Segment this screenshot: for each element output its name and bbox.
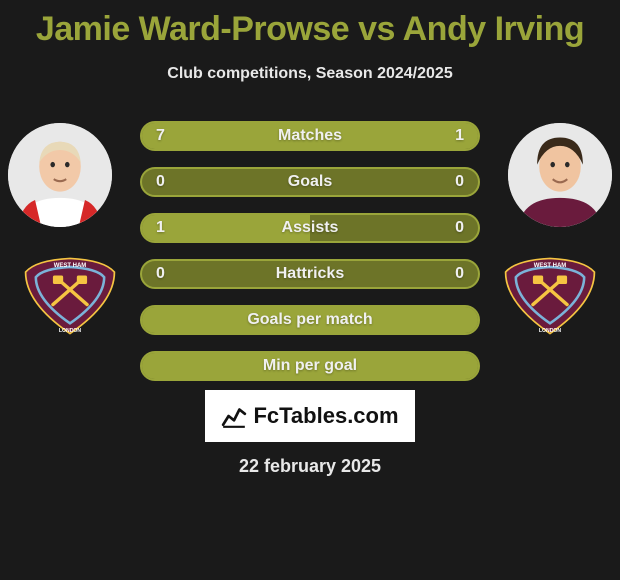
fctables-logo-icon [221, 403, 247, 429]
footer-date: 22 february 2025 [0, 456, 620, 477]
stat-value-right: 0 [455, 173, 464, 191]
stat-label: Hattricks [276, 265, 344, 283]
player-left-avatar [8, 123, 112, 227]
club-right-badge: WEST HAM LONDON [498, 255, 602, 342]
stat-value-left: 0 [156, 173, 165, 191]
stat-row: 0 0 Goals [140, 167, 480, 197]
stat-value-right: 0 [455, 265, 464, 283]
stat-label: Goals [288, 173, 332, 191]
stat-row: 1 0 Assists [140, 213, 480, 243]
stat-label: Min per goal [263, 357, 357, 375]
stat-label: Matches [278, 127, 342, 145]
stat-row: Min per goal [140, 351, 480, 381]
subtitle: Club competitions, Season 2024/2025 [0, 65, 620, 83]
stat-row: 7 1 Matches [140, 121, 480, 151]
svg-text:WEST HAM: WEST HAM [534, 263, 567, 269]
page-title: Jamie Ward-Prowse vs Andy Irving [0, 0, 620, 49]
fctables-brand: FcTables.com [205, 390, 415, 442]
stat-bars: 7 1 Matches 0 0 Goals 1 0 Assists 0 0 Hattricks Goal… [140, 121, 480, 397]
player-right-avatar [508, 123, 612, 227]
stat-label: Goals per match [247, 311, 372, 329]
stat-label: Assists [282, 219, 339, 237]
west-ham-badge-icon: WEST HAM LONDON [498, 255, 602, 337]
stat-row: 0 0 Hattricks [140, 259, 480, 289]
west-ham-badge-icon: WEST HAM LONDON [18, 255, 122, 337]
svg-text:WEST HAM: WEST HAM [54, 263, 87, 269]
stat-value-right: 0 [455, 219, 464, 237]
player-right-icon [508, 123, 612, 227]
stat-value-left: 1 [156, 219, 165, 237]
svg-text:LONDON: LONDON [59, 328, 81, 334]
club-left-badge: WEST HAM LONDON [18, 255, 122, 342]
bar-fill-right [428, 123, 478, 149]
svg-text:LONDON: LONDON [539, 328, 561, 334]
player-left-icon [8, 123, 112, 227]
stat-value-left: 0 [156, 265, 165, 283]
brand-text: FcTables.com [253, 403, 398, 429]
stat-value-left: 7 [156, 127, 165, 145]
stat-value-right: 1 [455, 127, 464, 145]
footer: FcTables.com 22 february 2025 [0, 390, 620, 477]
stat-row: Goals per match [140, 305, 480, 335]
